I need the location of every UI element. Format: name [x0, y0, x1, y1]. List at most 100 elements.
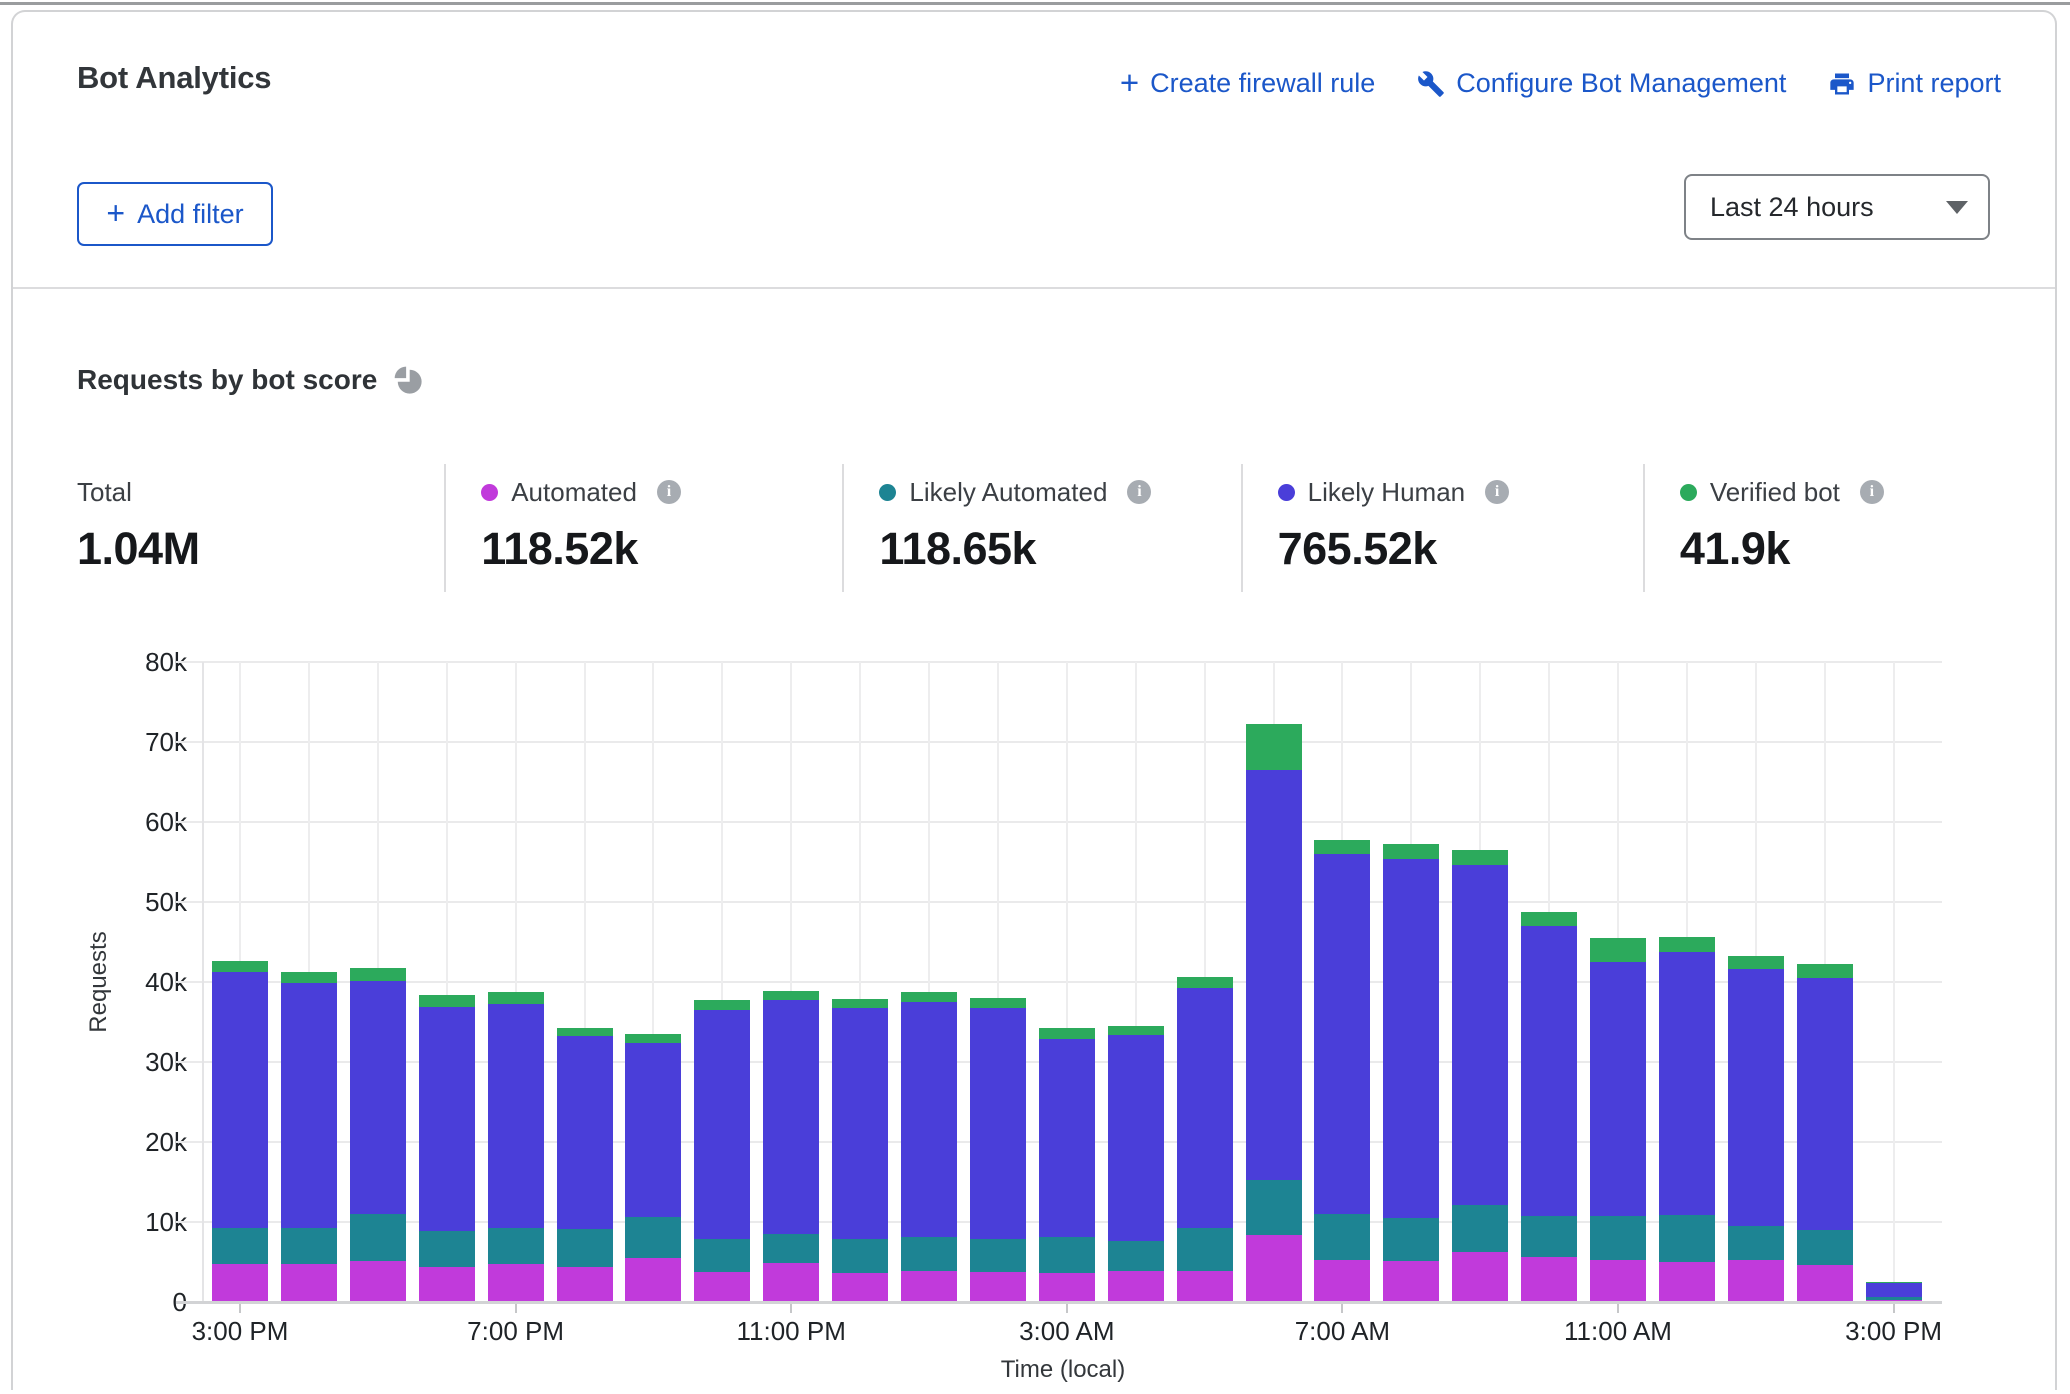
legend-dot-verified-bot: [1679, 483, 1697, 501]
bar-segment-automated: [418, 1266, 475, 1302]
bar-segment-verified-bot: [1452, 850, 1509, 866]
bar-3-00-pm-24[interactable]: [1865, 1282, 1922, 1302]
bar-segment-automated: [280, 1263, 337, 1302]
bar-segment-likely-human: [1176, 987, 1233, 1228]
v-gridline: [1892, 662, 1895, 1302]
section-heading: Requests by bot score: [77, 364, 424, 396]
bar-segment-verified-bot: [1314, 840, 1371, 854]
bar-segment-automated: [763, 1262, 820, 1302]
x-tick-label: 11:00 PM: [736, 1316, 846, 1346]
bar-7-00-am-16[interactable]: [1314, 840, 1371, 1302]
v-gridline: [859, 662, 862, 1302]
header-divider: [13, 287, 2055, 289]
bar-segment-likely-automated: [212, 1227, 268, 1264]
bar-segment-automated: [625, 1257, 682, 1302]
chevron-down-icon: [1946, 200, 1968, 214]
bar-segment-likely-human: [832, 1007, 889, 1239]
bar-segment-likely-automated: [1107, 1241, 1164, 1271]
y-tick-label: 10k: [145, 1207, 187, 1237]
info-icon[interactable]: i: [1127, 480, 1152, 504]
bar-segment-likely-human: [556, 1036, 613, 1230]
bar-2-00-pm-23[interactable]: [1796, 963, 1853, 1302]
bar-segment-likely-human: [1658, 951, 1715, 1215]
print-report-link[interactable]: Print report: [1828, 68, 2001, 99]
bar-4-00-am-13[interactable]: [1107, 1026, 1164, 1302]
stat-total: Total 1.04M: [13, 464, 444, 592]
bar-1-00-pm-22[interactable]: [1727, 955, 1784, 1302]
v-gridline: [583, 662, 586, 1302]
bar-segment-likely-human: [418, 1006, 475, 1231]
plot-area[interactable]: [176, 661, 1942, 1304]
bar-segment-verified-bot: [1658, 937, 1715, 952]
bar-segment-likely-human: [1865, 1282, 1922, 1298]
bar-5-00-am-14[interactable]: [1176, 977, 1233, 1302]
x-tick-label: 3:00 PM: [1845, 1316, 1943, 1346]
bar-3-00-am-12[interactable]: [1038, 1027, 1095, 1302]
v-gridline: [1134, 662, 1137, 1302]
bar-segment-automated: [556, 1266, 613, 1302]
y-tick-label: 30k: [145, 1047, 187, 1077]
bar-segment-verified-bot: [1727, 955, 1784, 970]
pie-chart-icon: [393, 365, 424, 396]
bar-11-00-pm-8[interactable]: [763, 990, 820, 1302]
stat-label: Likely Human: [1307, 476, 1466, 507]
bar-segment-verified-bot: [1590, 938, 1646, 962]
bar-segment-verified-bot: [1107, 1026, 1164, 1035]
bar-segment-automated: [832, 1273, 889, 1302]
bar-4-00-pm-1[interactable]: [280, 972, 337, 1302]
bar-segment-automated: [1796, 1265, 1853, 1302]
bar-segment-likely-human: [969, 1007, 1026, 1239]
bar-segment-likely-automated: [1865, 1297, 1922, 1300]
bar-12-00-am-9[interactable]: [832, 998, 889, 1302]
bar-9-00-pm-6[interactable]: [625, 1034, 682, 1302]
bar-6-00-am-15[interactable]: [1245, 723, 1302, 1302]
bar-6-00-pm-3[interactable]: [418, 994, 475, 1302]
bar-segment-likely-automated: [1452, 1205, 1509, 1252]
bar-10-00-am-19[interactable]: [1521, 911, 1578, 1302]
info-icon[interactable]: i: [1485, 480, 1510, 504]
bar-segment-verified-bot: [1038, 1027, 1095, 1039]
bar-segment-likely-human: [349, 981, 406, 1214]
bar-8-00-pm-5[interactable]: [556, 1027, 613, 1302]
bar-segment-likely-automated: [1796, 1230, 1853, 1266]
time-range-select[interactable]: Last 24 hours: [1684, 174, 1990, 240]
h-gridline: [176, 981, 1942, 983]
x-tick-label: 7:00 PM: [467, 1316, 565, 1346]
bar-7-00-pm-4[interactable]: [487, 992, 544, 1302]
bar-12-00-pm-21[interactable]: [1658, 937, 1715, 1302]
bar-segment-likely-automated: [694, 1238, 751, 1273]
bar-segment-likely-automated: [280, 1227, 337, 1264]
bar-segment-likely-automated: [1383, 1217, 1440, 1262]
bar-10-00-pm-7[interactable]: [694, 1000, 751, 1302]
create-firewall-rule-link[interactable]: + Create firewall rule: [1120, 66, 1375, 99]
bar-5-00-pm-2[interactable]: [349, 968, 406, 1302]
action-label: Configure Bot Management: [1456, 68, 1787, 98]
bar-segment-likely-automated: [1727, 1226, 1784, 1260]
x-axis-tick: [1892, 1304, 1895, 1313]
bar-segment-likely-automated: [1590, 1216, 1646, 1261]
x-tick-label: 3:00 PM: [191, 1316, 289, 1346]
bar-segment-likely-human: [1452, 865, 1509, 1206]
bar-segment-verified-bot: [1796, 963, 1853, 978]
bar-8-00-am-17[interactable]: [1383, 843, 1440, 1302]
add-filter-button[interactable]: + Add filter: [77, 182, 273, 246]
bar-11-00-am-20[interactable]: [1590, 938, 1646, 1302]
info-icon[interactable]: i: [1859, 480, 1884, 504]
top-border-line: [0, 2, 2070, 5]
stats-row: Total 1.04M Automated i 118.52k Likely Automa…: [13, 464, 2055, 592]
bar-segment-likely-automated: [556, 1229, 613, 1267]
y-tick-label: 60k: [145, 807, 187, 837]
bar-segment-automated: [1865, 1299, 1922, 1302]
bar-segment-likely-human: [1727, 969, 1784, 1226]
bar-segment-likely-automated: [1521, 1215, 1578, 1258]
v-gridline: [790, 662, 793, 1302]
bar-segment-likely-automated: [901, 1237, 957, 1271]
info-icon[interactable]: i: [656, 480, 681, 504]
bar-1-00-am-10[interactable]: [901, 991, 957, 1302]
bar-segment-likely-automated: [969, 1238, 1026, 1272]
configure-bot-management-link[interactable]: Configure Bot Management: [1417, 68, 1786, 99]
bar-2-00-am-11[interactable]: [969, 998, 1026, 1302]
bar-9-00-am-18[interactable]: [1452, 850, 1509, 1302]
legend-dot-likely-human: [1277, 483, 1295, 501]
bar-3-00-pm-0[interactable]: [212, 961, 268, 1302]
